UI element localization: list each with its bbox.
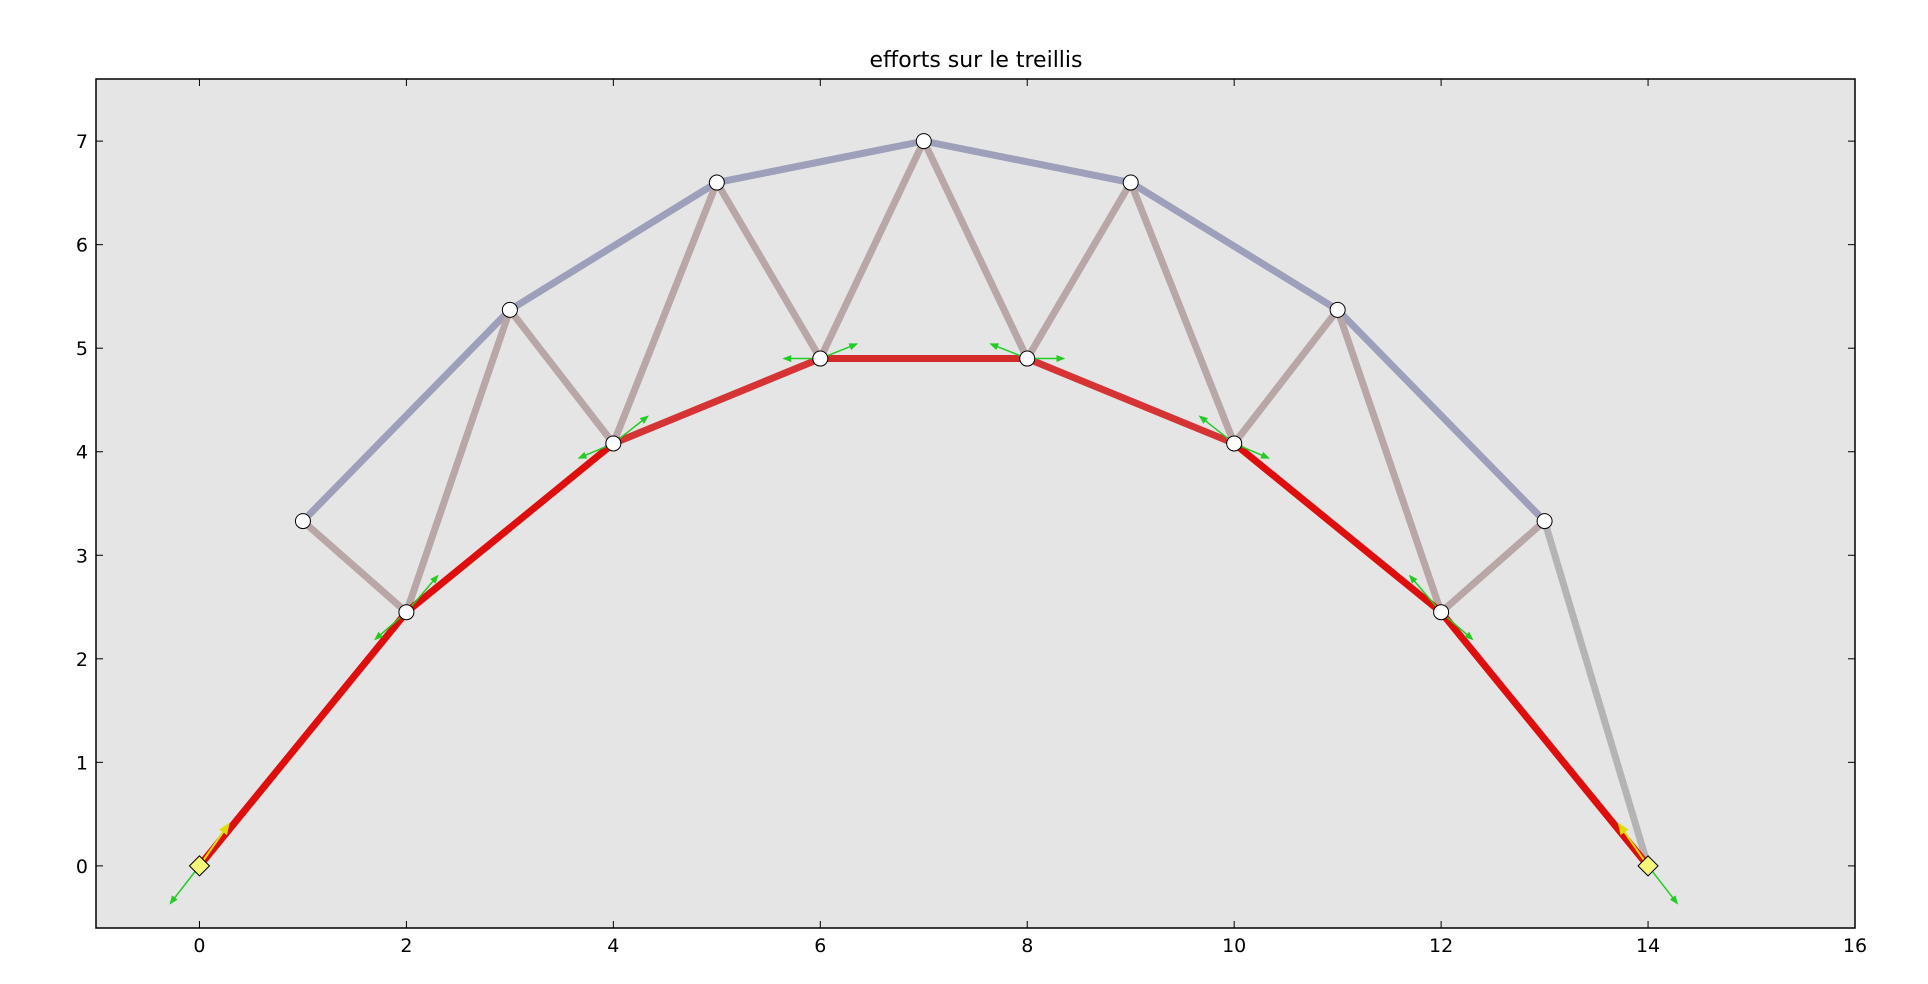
truss-member: [299, 517, 410, 616]
truss-member: [1127, 179, 1238, 447]
x-axis-ticks: 0 2 4 6 8 10 12 14 16: [193, 79, 1867, 957]
x-tick-label: 10: [1222, 935, 1246, 957]
x-tick-label: 2: [400, 935, 412, 957]
truss-nodes: [188, 133, 1659, 877]
joint-node: [1433, 604, 1450, 621]
truss-member: [1230, 306, 1342, 447]
truss-member: [609, 355, 824, 447]
truss-member: [299, 306, 514, 525]
x-tick-label: 14: [1636, 935, 1660, 957]
x-tick-label: 4: [607, 935, 619, 957]
y-tick-label: 0: [76, 856, 88, 878]
x-tick-label: 6: [814, 935, 826, 957]
y-tick-label: 1: [76, 752, 88, 774]
support-node: [1637, 855, 1659, 877]
chart-title: efforts sur le treillis: [870, 48, 1083, 73]
truss-member: [713, 179, 824, 363]
joint-node: [501, 301, 518, 318]
y-tick-label: 6: [76, 235, 88, 257]
y-tick-label: 7: [76, 131, 88, 153]
y-tick-label: 5: [76, 338, 88, 360]
truss-member: [402, 306, 514, 616]
joint-node: [708, 174, 725, 191]
y-axis-ticks: 0 1 2 3 4 5 6 7: [76, 131, 1855, 878]
truss-member: [506, 306, 617, 447]
joint-node: [1122, 174, 1139, 191]
joint-node: [1329, 301, 1346, 318]
reaction-arrow: [1617, 822, 1649, 867]
y-tick-label: 3: [76, 545, 88, 567]
joint-node: [1019, 350, 1036, 367]
x-tick-label: 12: [1429, 935, 1453, 957]
joint-node: [605, 435, 622, 452]
joint-node: [1536, 513, 1553, 530]
truss-member: [920, 137, 1031, 363]
x-tick-label: 8: [1021, 935, 1033, 957]
joint-node: [294, 513, 311, 530]
truss-member: [1541, 517, 1652, 870]
truss-member: [920, 137, 1135, 187]
truss-member: [1230, 439, 1445, 616]
truss-member: [1437, 608, 1652, 870]
truss-member: [1334, 306, 1549, 525]
reaction-arrow: [198, 822, 230, 867]
force-arrow: [1647, 865, 1679, 905]
truss-member: [1334, 306, 1445, 616]
x-tick-label: 16: [1843, 935, 1867, 957]
truss-member: [1023, 179, 1135, 363]
truss-member: [402, 439, 617, 616]
y-tick-label: 4: [76, 442, 88, 464]
joint-node: [1226, 435, 1243, 452]
truss-member: [713, 137, 928, 187]
truss-member: [195, 608, 410, 870]
joint-node: [915, 133, 932, 150]
support-node: [188, 855, 211, 877]
plot-area: [95, 78, 1856, 929]
truss-members: [195, 137, 1652, 870]
x-tick-label: 0: [193, 935, 205, 957]
truss-member: [1023, 355, 1238, 447]
truss-member: [816, 137, 928, 363]
joint-node: [812, 350, 829, 367]
truss-member: [1437, 517, 1549, 616]
truss-member: [506, 179, 721, 314]
joint-node: [398, 604, 415, 621]
truss-member: [609, 179, 721, 447]
truss-member: [1127, 179, 1342, 314]
force-arrow: [169, 865, 201, 905]
y-tick-label: 2: [76, 649, 88, 671]
